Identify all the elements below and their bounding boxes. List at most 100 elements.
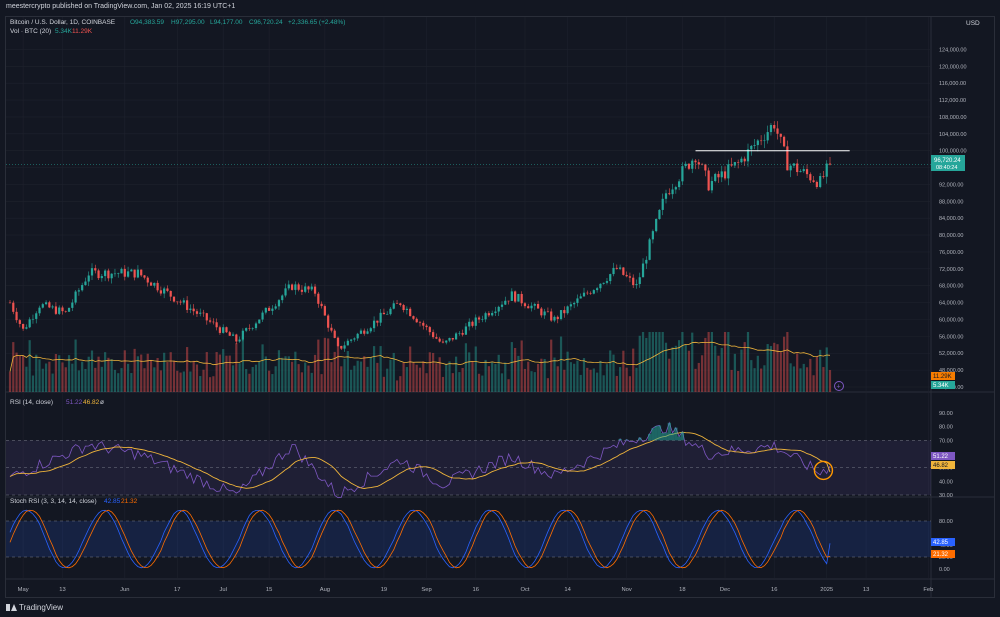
add-indicator-icon[interactable]	[834, 381, 844, 391]
volume-tag-value: 5.34K	[933, 383, 949, 389]
rsi-overbought-fill	[638, 437, 642, 441]
volume-bar	[681, 332, 684, 392]
volume-bar	[543, 358, 546, 392]
volume-bar	[67, 355, 71, 392]
candle-body	[740, 158, 743, 163]
rsi-title: RSI (14, close)	[10, 399, 53, 406]
volume-bar	[382, 376, 386, 392]
brand: TradingView	[6, 603, 63, 612]
volume-bar	[179, 372, 182, 392]
chart-frame[interactable]: 124,000.00 120,000.00 116,000.00 112,000.00…	[5, 16, 995, 598]
volume-bar	[149, 359, 153, 392]
candle-body	[110, 273, 113, 279]
volume-bar	[218, 354, 222, 392]
candle-body	[274, 306, 277, 309]
volume-bar	[254, 364, 258, 392]
candle-body	[782, 136, 786, 147]
candle-body	[796, 163, 799, 173]
volume-bar	[435, 363, 438, 392]
volume-bar	[550, 339, 553, 392]
candle-body	[520, 293, 523, 304]
currency-label[interactable]: USD	[966, 20, 980, 27]
volume-bar	[592, 368, 595, 392]
volume-bar	[261, 344, 264, 392]
volume-bar	[596, 372, 599, 392]
volume-bar	[176, 370, 179, 392]
candle-body	[133, 269, 136, 278]
rsi-overbought-fill	[651, 428, 655, 441]
candle-body	[277, 300, 281, 307]
volume-bar	[189, 371, 192, 392]
volume-bar	[691, 332, 694, 392]
volume-bar	[799, 368, 802, 392]
volume-bar	[231, 365, 235, 392]
candle-body	[166, 288, 169, 291]
price-axis-tick: 88,000.00	[939, 199, 963, 205]
rsi-overbought-fill	[654, 426, 658, 441]
candle-body	[438, 338, 441, 342]
volume-bar	[359, 361, 363, 392]
volume-bar	[697, 362, 700, 392]
candle-body	[750, 145, 753, 150]
candle-body	[356, 333, 359, 339]
volume-bar	[622, 350, 625, 392]
candle-body	[81, 285, 84, 291]
candle-body	[592, 290, 595, 294]
volume-bar	[599, 360, 602, 392]
time-axis-tick: Aug	[320, 587, 330, 593]
volume-bar	[612, 354, 615, 392]
ohlc-low: L94,177.00	[210, 19, 243, 26]
candle-body	[189, 308, 192, 310]
candle-body	[376, 320, 379, 323]
volume-bar	[678, 340, 681, 392]
volume-bar	[38, 359, 41, 392]
rsi-highlight-circle[interactable]	[813, 460, 834, 481]
time-axis-tick: 16	[473, 587, 479, 593]
candle-body	[67, 307, 71, 312]
volume-bar	[297, 364, 300, 392]
candle-body	[340, 345, 343, 349]
volume-bar	[812, 375, 815, 392]
volume-bar	[376, 362, 379, 392]
plus-icon[interactable]: +	[837, 384, 841, 391]
volume-bar	[215, 352, 218, 392]
volume-bar	[428, 352, 431, 392]
candle-body	[307, 286, 310, 290]
candle-body	[195, 311, 199, 314]
volume-bar	[136, 356, 140, 392]
volume-bar	[146, 353, 149, 392]
rsi-tag-1: 51.22	[931, 452, 955, 460]
candle-body	[550, 311, 553, 321]
candle-body	[38, 307, 41, 314]
volume-bar	[235, 343, 238, 392]
volume-bar	[727, 332, 730, 392]
candle-body	[149, 282, 153, 286]
trading-chart[interactable]: 124,000.00 120,000.00 116,000.00 112,000.00…	[6, 17, 994, 597]
candle-body	[733, 162, 736, 166]
candle-body	[146, 277, 149, 283]
candle-body	[113, 273, 117, 275]
candle-body	[202, 312, 205, 314]
volume-bar	[454, 356, 458, 392]
candle-body	[405, 308, 408, 311]
candle-body	[822, 176, 825, 177]
candle-body	[64, 311, 67, 312]
stoch-d-legend-value: 21.32	[121, 498, 138, 505]
candle-body	[723, 171, 727, 179]
candle-body	[28, 319, 31, 328]
candle-body	[304, 286, 307, 292]
price-axis-tick: 76,000.00	[939, 250, 963, 256]
volume-bar	[107, 357, 110, 392]
candle-body	[625, 274, 628, 277]
volume-bar	[25, 366, 28, 392]
candle-body	[789, 165, 792, 171]
candle-body	[54, 306, 58, 314]
volume-bar	[809, 358, 812, 392]
candle-body	[540, 308, 543, 316]
stoch-k-legend-value: 42.85	[104, 498, 121, 505]
time-axis-tick: 18	[679, 587, 685, 593]
volume-bar	[514, 347, 517, 392]
rsi-overbought-fill	[657, 425, 662, 441]
volume-bar	[363, 356, 366, 392]
volume-bar	[573, 363, 576, 392]
